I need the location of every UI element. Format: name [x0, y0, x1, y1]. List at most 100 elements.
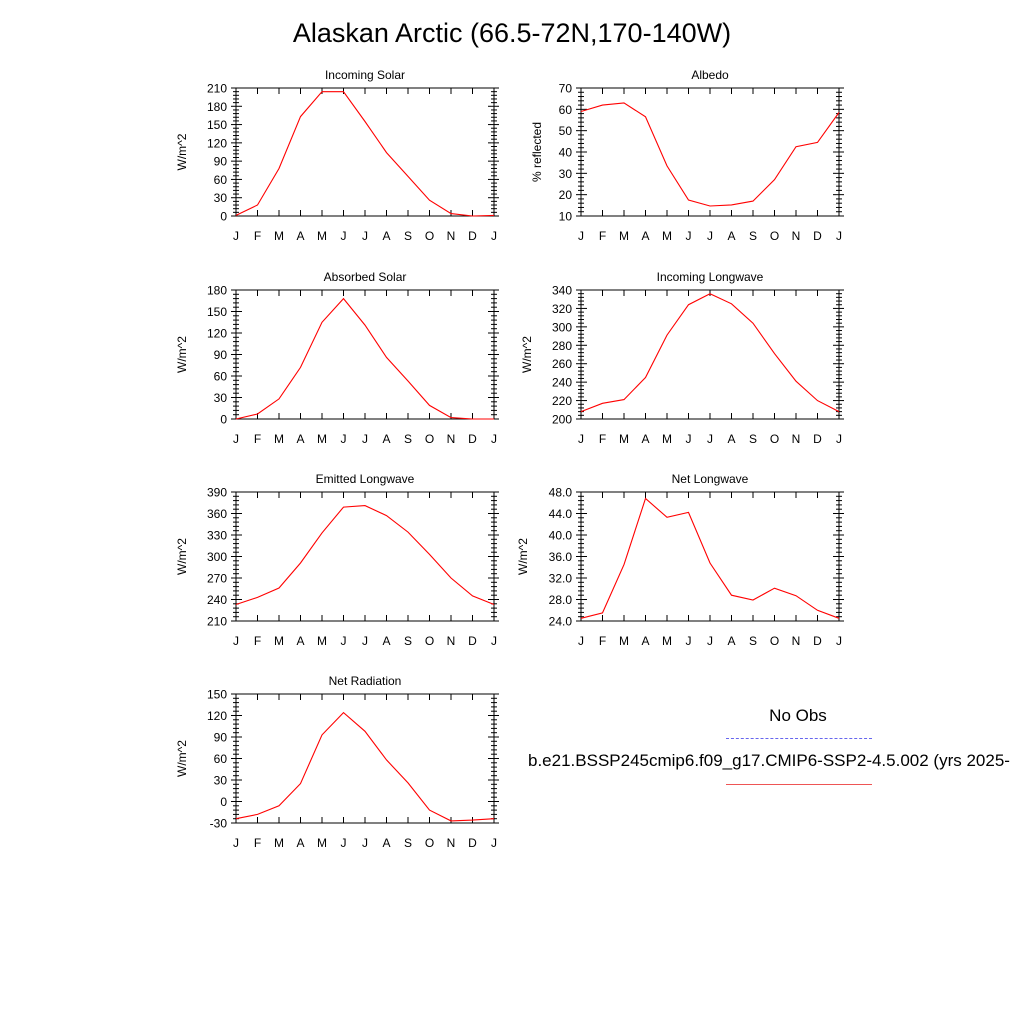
y-tick-label: 32.0 [549, 572, 573, 586]
y-tick-label: 60 [214, 752, 228, 766]
panel-title: Absorbed Solar [324, 270, 407, 284]
x-tick-label: J [836, 432, 842, 446]
x-tick-label: M [274, 634, 284, 648]
x-tick-label: M [274, 836, 284, 850]
y-tick-label: 220 [552, 394, 572, 408]
x-tick-label: A [727, 634, 735, 648]
y-axis-label: % reflected [530, 122, 544, 182]
y-tick-label: 270 [207, 572, 227, 586]
panel-title: Incoming Longwave [657, 270, 764, 284]
y-tick-label: 20 [559, 188, 573, 202]
x-tick-label: M [619, 634, 629, 648]
x-tick-label: O [425, 432, 434, 446]
y-tick-label: 300 [552, 320, 572, 334]
x-tick-label: D [813, 229, 822, 243]
y-tick-label: 50 [559, 124, 573, 138]
main-title: Alaskan Arctic (66.5-72N,170-140W) [292, 18, 732, 48]
x-tick-label: N [447, 432, 456, 446]
y-tick-label: 28.0 [549, 593, 573, 607]
series-line [580, 102, 840, 207]
plot-frame [235, 693, 495, 824]
x-tick-label: J [578, 634, 584, 648]
x-tick-label: M [317, 634, 327, 648]
y-tick-label: 36.0 [549, 550, 573, 564]
chart-panel: J F M A M J J A S O N D J0306090120150180210Incoming… [175, 68, 499, 243]
x-tick-label: A [727, 432, 735, 446]
x-tick-label: A [641, 432, 649, 446]
y-tick-label: 48.0 [549, 486, 573, 500]
panel-title: Albedo [691, 68, 729, 82]
x-tick-label: J [491, 432, 497, 446]
x-tick-label: D [468, 836, 477, 850]
plot-frame [235, 289, 495, 420]
plot-frame [580, 87, 840, 217]
x-tick-label: O [770, 229, 779, 243]
x-tick-label: J [836, 634, 842, 648]
legend-model-line [726, 784, 872, 785]
y-tick-label: 60 [559, 103, 573, 117]
x-tick-label: A [382, 432, 390, 446]
y-tick-label: 30 [214, 774, 228, 788]
y-tick-label: 210 [207, 615, 227, 629]
y-tick-label: 210 [207, 82, 227, 96]
x-tick-label: D [468, 229, 477, 243]
series-line [235, 91, 495, 217]
legend-model-label: b.e21.BSSP245cmip6.f09_g17.CMIP6-SSP2-4.… [528, 751, 1010, 770]
x-tick-label: F [599, 634, 606, 648]
x-tick-label: J [341, 432, 347, 446]
x-tick-label: J [578, 229, 584, 243]
x-tick-label: O [425, 634, 434, 648]
chart-panel: J F M A M J J A S O N D J200220240260280300320340Inc… [520, 270, 844, 446]
x-tick-label: M [317, 229, 327, 243]
y-tick-label: 120 [207, 709, 227, 723]
x-tick-label: J [341, 836, 347, 850]
y-tick-label: 40.0 [549, 529, 573, 543]
x-tick-label: N [447, 836, 456, 850]
x-tick-label: J [362, 432, 368, 446]
x-tick-label: A [641, 229, 649, 243]
x-tick-label: J [362, 634, 368, 648]
legend-obs-line [726, 738, 872, 739]
x-tick-label: F [599, 229, 606, 243]
x-tick-label: J [491, 229, 497, 243]
x-tick-label: M [662, 432, 672, 446]
y-tick-label: 150 [207, 305, 227, 319]
y-tick-label: 0 [220, 413, 227, 427]
plot-frame [235, 491, 495, 622]
y-axis-label: W/m^2 [175, 336, 189, 373]
x-tick-label: A [382, 634, 390, 648]
y-tick-label: 330 [207, 529, 227, 543]
x-tick-label: J [707, 634, 713, 648]
x-tick-label: S [749, 229, 757, 243]
x-tick-label: M [662, 229, 672, 243]
x-tick-label: F [254, 634, 261, 648]
x-tick-label: O [770, 432, 779, 446]
x-tick-label: M [317, 836, 327, 850]
x-tick-label: D [813, 634, 822, 648]
y-tick-label: 120 [207, 136, 227, 150]
x-tick-label: J [362, 836, 368, 850]
y-tick-label: 0 [220, 795, 227, 809]
y-axis-label: W/m^2 [520, 336, 534, 373]
x-tick-label: M [317, 432, 327, 446]
x-tick-label: J [836, 229, 842, 243]
x-tick-label: A [296, 432, 304, 446]
x-tick-label: J [491, 634, 497, 648]
y-tick-label: 180 [207, 284, 227, 298]
x-tick-label: S [749, 432, 757, 446]
y-tick-label: 360 [207, 507, 227, 521]
x-tick-label: F [599, 432, 606, 446]
x-tick-label: J [233, 229, 239, 243]
x-tick-label: J [686, 634, 692, 648]
y-tick-label: 90 [214, 731, 228, 745]
y-tick-label: 260 [552, 357, 572, 371]
y-tick-label: 320 [552, 302, 572, 316]
panel-title: Net Radiation [329, 674, 402, 688]
x-tick-label: J [578, 432, 584, 446]
x-tick-label: S [404, 432, 412, 446]
y-tick-label: 40 [559, 146, 573, 160]
